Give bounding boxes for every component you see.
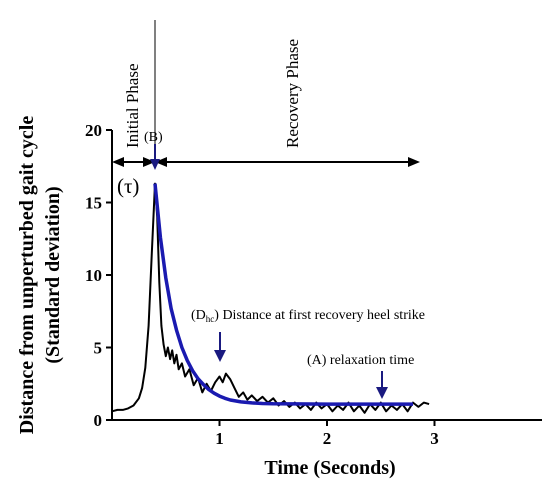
y-axis-title-line1: Distance from unperturbed gait cycle [16, 116, 38, 435]
b-marker [150, 144, 160, 170]
recovery-phase-label: Recovery Phase [283, 39, 302, 148]
dhc-prefix: (D [191, 308, 206, 323]
tau-label: (τ) [117, 174, 139, 198]
axes [111, 130, 542, 421]
b-label: (B) [144, 130, 163, 145]
dhc-label: (Dhc) Distance at first recovery heel st… [191, 308, 425, 324]
annotation-layer: Initial Phase Recovery Phase (τ) (B) (Dh… [112, 20, 425, 399]
y-tick-label: 15 [85, 194, 102, 213]
x-tick-label: 2 [323, 429, 332, 448]
x-axis-title: Time (Seconds) [264, 457, 395, 479]
fit-series-line [153, 183, 413, 406]
dhc-sub: hc [206, 314, 215, 324]
x-tick-label: 1 [215, 429, 224, 448]
dhc-suffix: ) Distance at first recovery heel strike [214, 308, 425, 323]
dhc-marker [214, 332, 226, 362]
relaxation-marker [376, 371, 388, 399]
relaxation-label: (A) relaxation time [307, 353, 414, 368]
recovery-arrow-left-head [155, 157, 167, 167]
y-tick-label: 0 [94, 411, 103, 430]
initial-phase-label: Initial Phase [123, 63, 142, 148]
tau-arrow-right-head [143, 157, 155, 167]
y-tick-label: 5 [94, 339, 103, 358]
signal-series-line [111, 182, 430, 414]
y-axis-title-line2: (Standard deviation) [42, 186, 64, 363]
recovery-arrow-right-head [408, 157, 420, 167]
ticks: 0 5 10 15 20 1 2 3 [85, 121, 439, 448]
tau-arrow-left-head [112, 157, 124, 167]
series-layer [111, 182, 430, 414]
y-tick-label: 20 [85, 121, 102, 140]
x-tick-label: 3 [430, 429, 439, 448]
y-tick-label: 10 [85, 266, 102, 285]
